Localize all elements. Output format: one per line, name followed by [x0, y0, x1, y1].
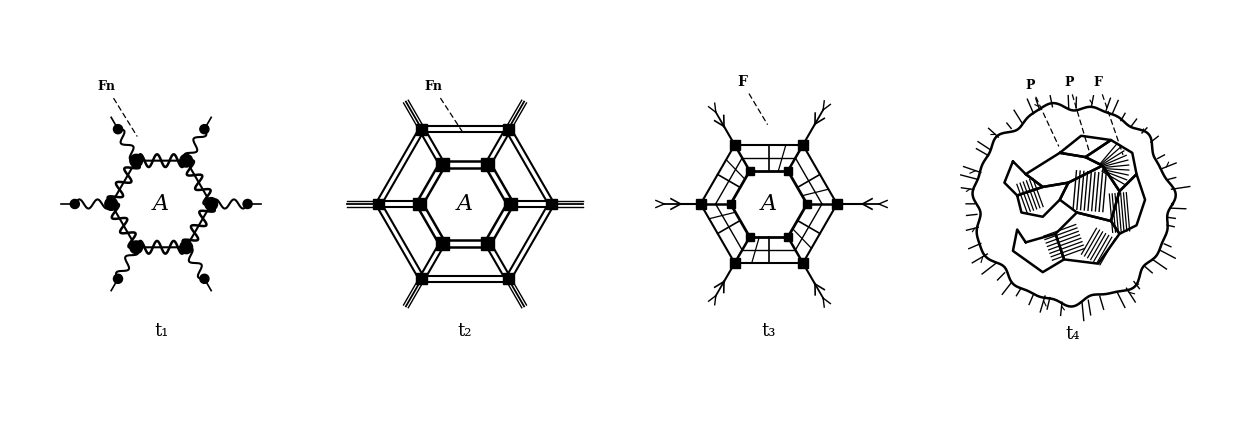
- Bar: [413, 197, 425, 210]
- Text: t₃: t₃: [761, 322, 776, 340]
- Text: t₂: t₂: [458, 322, 472, 340]
- Bar: [502, 124, 513, 135]
- Bar: [481, 158, 494, 171]
- Bar: [797, 140, 808, 150]
- Bar: [373, 198, 384, 210]
- Circle shape: [200, 274, 208, 283]
- Text: A: A: [760, 193, 777, 215]
- Circle shape: [114, 125, 123, 134]
- Text: Fn: Fn: [424, 80, 464, 133]
- Circle shape: [200, 125, 208, 134]
- Bar: [832, 199, 842, 209]
- Text: t₁: t₁: [154, 322, 169, 340]
- Text: A: A: [153, 193, 170, 215]
- Bar: [505, 197, 517, 210]
- Circle shape: [205, 197, 217, 210]
- Bar: [417, 273, 428, 284]
- Bar: [745, 167, 754, 175]
- Bar: [546, 198, 557, 210]
- Bar: [727, 200, 734, 208]
- Circle shape: [105, 197, 118, 210]
- Text: Fn: Fn: [98, 80, 136, 136]
- Circle shape: [113, 274, 123, 283]
- Bar: [797, 258, 808, 268]
- Text: P: P: [1064, 76, 1089, 150]
- Text: F: F: [1094, 76, 1123, 155]
- Bar: [729, 258, 740, 268]
- Bar: [784, 233, 792, 241]
- Bar: [436, 158, 449, 171]
- Circle shape: [71, 200, 79, 208]
- Circle shape: [180, 155, 192, 167]
- Bar: [417, 124, 428, 135]
- Circle shape: [130, 155, 143, 167]
- Circle shape: [180, 241, 192, 253]
- Text: A: A: [456, 193, 474, 215]
- Bar: [502, 273, 513, 284]
- Bar: [481, 237, 494, 250]
- Bar: [696, 199, 706, 209]
- Bar: [729, 140, 740, 150]
- Bar: [784, 167, 792, 175]
- Bar: [436, 237, 449, 250]
- Bar: [745, 233, 754, 241]
- Circle shape: [130, 241, 143, 253]
- Text: t₄: t₄: [1065, 325, 1080, 342]
- Text: F: F: [737, 75, 768, 124]
- Bar: [804, 200, 811, 208]
- Circle shape: [243, 200, 252, 208]
- Text: P: P: [1025, 79, 1059, 146]
